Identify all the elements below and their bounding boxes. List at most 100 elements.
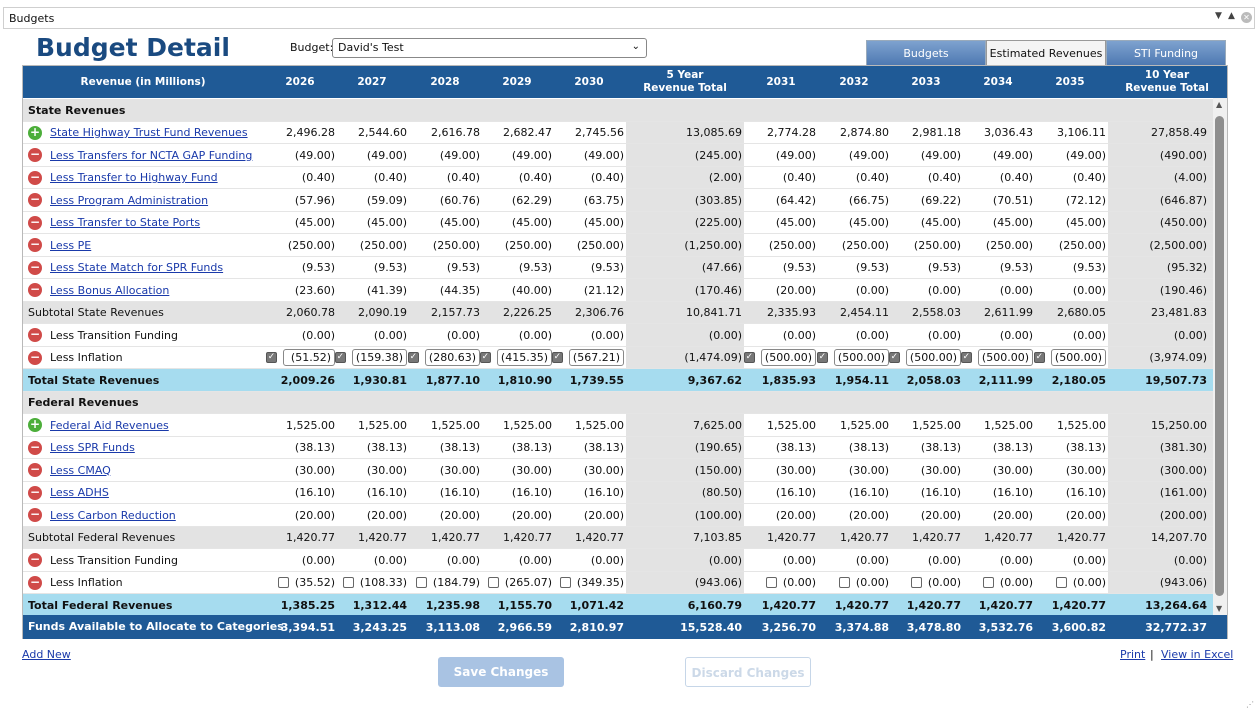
print-link[interactable]: Print: [1120, 648, 1146, 661]
inflation-checkbox[interactable]: ✓: [266, 352, 277, 363]
inflation-input[interactable]: (500.00): [760, 349, 816, 366]
inflation-input[interactable]: (500.00): [905, 349, 961, 366]
inflation-cell[interactable]: (265.07): [487, 572, 552, 594]
inflation-input[interactable]: (415.35): [496, 349, 552, 366]
discard-changes-button[interactable]: Discard Changes: [685, 657, 811, 687]
inflation-input[interactable]: (51.52): [283, 349, 335, 366]
inflation-cell[interactable]: ✓ (500.00): [1033, 347, 1106, 369]
remove-circle-icon[interactable]: −: [28, 552, 42, 567]
close-icon[interactable]: ✕: [1241, 12, 1252, 23]
row-label-link[interactable]: Less ADHS: [50, 486, 109, 499]
row-label-link[interactable]: Less CMAQ: [50, 463, 111, 477]
add-circle-icon[interactable]: +: [28, 124, 42, 140]
inflation-input[interactable]: (567.21): [568, 349, 624, 366]
remove-circle-icon[interactable]: −: [28, 574, 42, 590]
remove-circle-icon[interactable]: −: [28, 439, 42, 455]
inflation-checkbox[interactable]: [982, 577, 994, 588]
inflation-checkbox[interactable]: ✓: [743, 352, 755, 363]
add-circle-icon[interactable]: +: [28, 417, 42, 432]
remove-circle-icon[interactable]: −: [28, 147, 42, 162]
tab-estimated-revenues[interactable]: Estimated Revenues: [986, 40, 1106, 66]
inflation-cell[interactable]: (0.00): [982, 572, 1033, 594]
inflation-checkbox[interactable]: [487, 577, 499, 588]
remove-circle-icon[interactable]: −: [28, 462, 42, 477]
row-label-link[interactable]: Less Transfer to Highway Fund: [50, 171, 218, 184]
inflation-checkbox[interactable]: [342, 577, 354, 588]
inflation-checkbox[interactable]: ✓: [960, 352, 972, 363]
inflation-cell[interactable]: (0.00): [765, 572, 816, 594]
inflation-cell[interactable]: (108.33): [342, 572, 407, 594]
inflation-cell[interactable]: ✓ (567.21): [551, 347, 624, 369]
value-cell: (30.00): [440, 459, 480, 481]
inflation-checkbox[interactable]: [838, 577, 850, 588]
remove-circle-icon[interactable]: −: [28, 169, 42, 185]
budget-select[interactable]: David's Test ⌄: [332, 38, 647, 58]
inflation-checkbox[interactable]: ✓: [816, 352, 828, 363]
view-in-excel-link[interactable]: View in Excel: [1161, 648, 1234, 661]
inflation-checkbox[interactable]: ✓: [407, 352, 419, 363]
inflation-input[interactable]: (280.63): [424, 349, 480, 366]
remove-circle-icon[interactable]: −: [28, 507, 42, 522]
remove-circle-icon[interactable]: −: [28, 349, 42, 365]
inflation-cell[interactable]: ✓ (280.63): [407, 347, 480, 369]
remove-circle-icon[interactable]: −: [28, 214, 42, 230]
inflation-cell[interactable]: (35.52): [277, 572, 335, 594]
cell-value: (9.53): [446, 261, 480, 274]
inflation-checkbox[interactable]: ✓: [334, 352, 346, 363]
inflation-input[interactable]: (159.38): [351, 349, 407, 366]
remove-circle-icon[interactable]: −: [28, 192, 42, 207]
inflation-cell[interactable]: (0.00): [1055, 572, 1106, 594]
remove-circle-icon[interactable]: −: [28, 237, 42, 252]
inflation-cell[interactable]: (0.00): [910, 572, 961, 594]
inflation-cell[interactable]: ✓ (500.00): [743, 347, 816, 369]
row-label-link[interactable]: Less SPR Funds: [50, 441, 135, 454]
inflation-cell[interactable]: ✓ (51.52): [266, 347, 335, 369]
inflation-cell[interactable]: (349.35): [559, 572, 624, 594]
row-label-link[interactable]: State Highway Trust Fund Revenues: [50, 126, 248, 139]
row-label-link[interactable]: Less Transfers for NCTA GAP Funding: [50, 148, 253, 162]
inflation-input[interactable]: (500.00): [977, 349, 1033, 366]
tab-budgets[interactable]: Budgets: [866, 40, 986, 66]
inflation-cell[interactable]: ✓ (500.00): [816, 347, 889, 369]
cell-value: (20.00): [775, 283, 816, 297]
remove-circle-icon[interactable]: −: [28, 484, 42, 500]
inflation-checkbox[interactable]: [1055, 577, 1067, 588]
collapse-icon[interactable]: ▲: [1228, 11, 1235, 21]
inflation-cell[interactable]: ✓ (500.00): [888, 347, 961, 369]
inflation-input[interactable]: (500.00): [1050, 349, 1106, 366]
inflation-checkbox[interactable]: ✓: [888, 352, 900, 363]
remove-circle-icon[interactable]: −: [28, 282, 42, 297]
row-label-link[interactable]: Less Transfer to State Ports: [50, 216, 201, 229]
inflation-cell[interactable]: ✓ (415.35): [479, 347, 552, 369]
row-label-link[interactable]: Less PE: [50, 238, 92, 252]
inflation-checkbox[interactable]: [765, 577, 777, 588]
row-label-link[interactable]: Less Bonus Allocation: [50, 283, 170, 297]
inflation-cell[interactable]: (184.79): [415, 572, 480, 594]
inflation-cell[interactable]: ✓ (159.38): [334, 347, 407, 369]
scroll-down-icon[interactable]: ▼: [1216, 604, 1223, 613]
save-changes-button[interactable]: Save Changes: [438, 657, 564, 687]
row-label-link[interactable]: Less Program Administration: [50, 193, 209, 207]
inflation-checkbox[interactable]: [910, 577, 922, 588]
inflation-cell[interactable]: (0.00): [838, 572, 889, 594]
inflation-checkbox[interactable]: ✓: [551, 352, 563, 363]
remove-circle-icon[interactable]: −: [28, 327, 42, 342]
inflation-input[interactable]: (500.00): [833, 349, 889, 366]
resize-grip-icon[interactable]: ⋰: [1246, 700, 1254, 709]
inflation-cell[interactable]: ✓ (500.00): [960, 347, 1033, 369]
row-label-link[interactable]: Less Carbon Reduction: [50, 508, 176, 522]
vertical-scrollbar[interactable]: ▲ ▼: [1213, 98, 1227, 615]
tab-sti-funding[interactable]: STI Funding: [1106, 40, 1226, 66]
inflation-checkbox[interactable]: ✓: [479, 352, 491, 363]
inflation-checkbox[interactable]: ✓: [1033, 352, 1045, 363]
row-label-link[interactable]: Less State Match for SPR Funds: [50, 261, 224, 274]
inflation-checkbox[interactable]: [559, 577, 571, 588]
row-label-link[interactable]: Federal Aid Revenues: [50, 418, 169, 432]
inflation-checkbox[interactable]: [415, 577, 427, 588]
inflation-checkbox[interactable]: [277, 577, 289, 588]
scroll-up-icon[interactable]: ▲: [1216, 100, 1223, 109]
scroll-thumb[interactable]: [1215, 116, 1224, 596]
dropdown-arrow-icon[interactable]: ▼: [1215, 11, 1222, 21]
remove-circle-icon[interactable]: −: [28, 259, 42, 275]
add-new-link[interactable]: Add New: [22, 648, 71, 661]
